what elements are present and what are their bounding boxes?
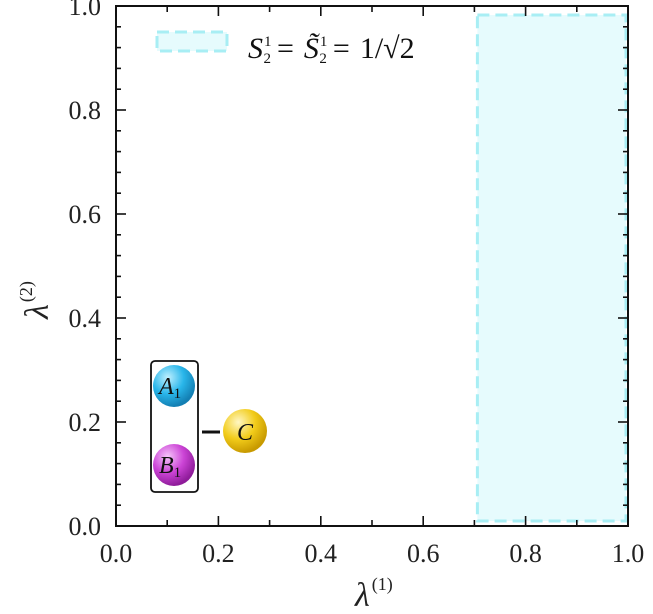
y-axis-label: λ(2) bbox=[16, 281, 56, 320]
bracket-box bbox=[150, 360, 199, 493]
x-axis-label: λ (1) bbox=[354, 574, 393, 614]
y-tick-label: 0.8 bbox=[69, 96, 102, 125]
legend-s: S bbox=[248, 32, 263, 65]
node-c-icon bbox=[223, 409, 267, 453]
legend-label: S1 2 = S̃1 2 = 1/√2 bbox=[248, 32, 415, 67]
node-a-icon bbox=[153, 365, 195, 407]
legend-sup-2: 1 bbox=[320, 34, 328, 50]
legend-sub-2: 2 bbox=[319, 51, 327, 67]
node-c-label: C bbox=[237, 420, 254, 446]
molecule-diagram: A1 B1 C bbox=[150, 360, 267, 493]
node-b-label: B1 bbox=[159, 453, 181, 481]
legend: S1 2 = S̃1 2 = 1/√2 bbox=[155, 30, 415, 67]
axis-ticks: 0.0 0.2 0.4 0.6 0.8 1.0 0.0 0.2 0.4 0.6 0.8 1.0 bbox=[69, 0, 645, 568]
legend-sub: 2 bbox=[264, 51, 272, 67]
y-tick-label: 0.4 bbox=[69, 304, 102, 333]
legend-swatch bbox=[155, 30, 229, 53]
legend-eq: = bbox=[277, 32, 294, 65]
legend-sup: 1 bbox=[264, 34, 272, 50]
x-tick-label: 0.0 bbox=[100, 539, 133, 568]
legend-value: 1/√2 bbox=[360, 32, 415, 65]
node-b-icon bbox=[153, 444, 195, 486]
x-tick-label: 0.6 bbox=[407, 539, 440, 568]
legend-eq-2: = bbox=[333, 32, 350, 65]
y-tick-label: 0.6 bbox=[69, 200, 102, 229]
y-tick-label: 1.0 bbox=[69, 0, 102, 21]
x-tick-label: 0.4 bbox=[305, 539, 338, 568]
x-tick-label: 1.0 bbox=[612, 539, 645, 568]
y-tick-label: 0.0 bbox=[69, 512, 102, 541]
legend-s-tilde: S̃ bbox=[304, 32, 320, 65]
y-tick-label: 0.2 bbox=[69, 408, 102, 437]
shaded-region bbox=[475, 13, 628, 523]
node-a-label: A1 bbox=[157, 374, 181, 402]
x-tick-label: 0.2 bbox=[202, 539, 235, 568]
x-tick-label: 0.8 bbox=[509, 539, 542, 568]
